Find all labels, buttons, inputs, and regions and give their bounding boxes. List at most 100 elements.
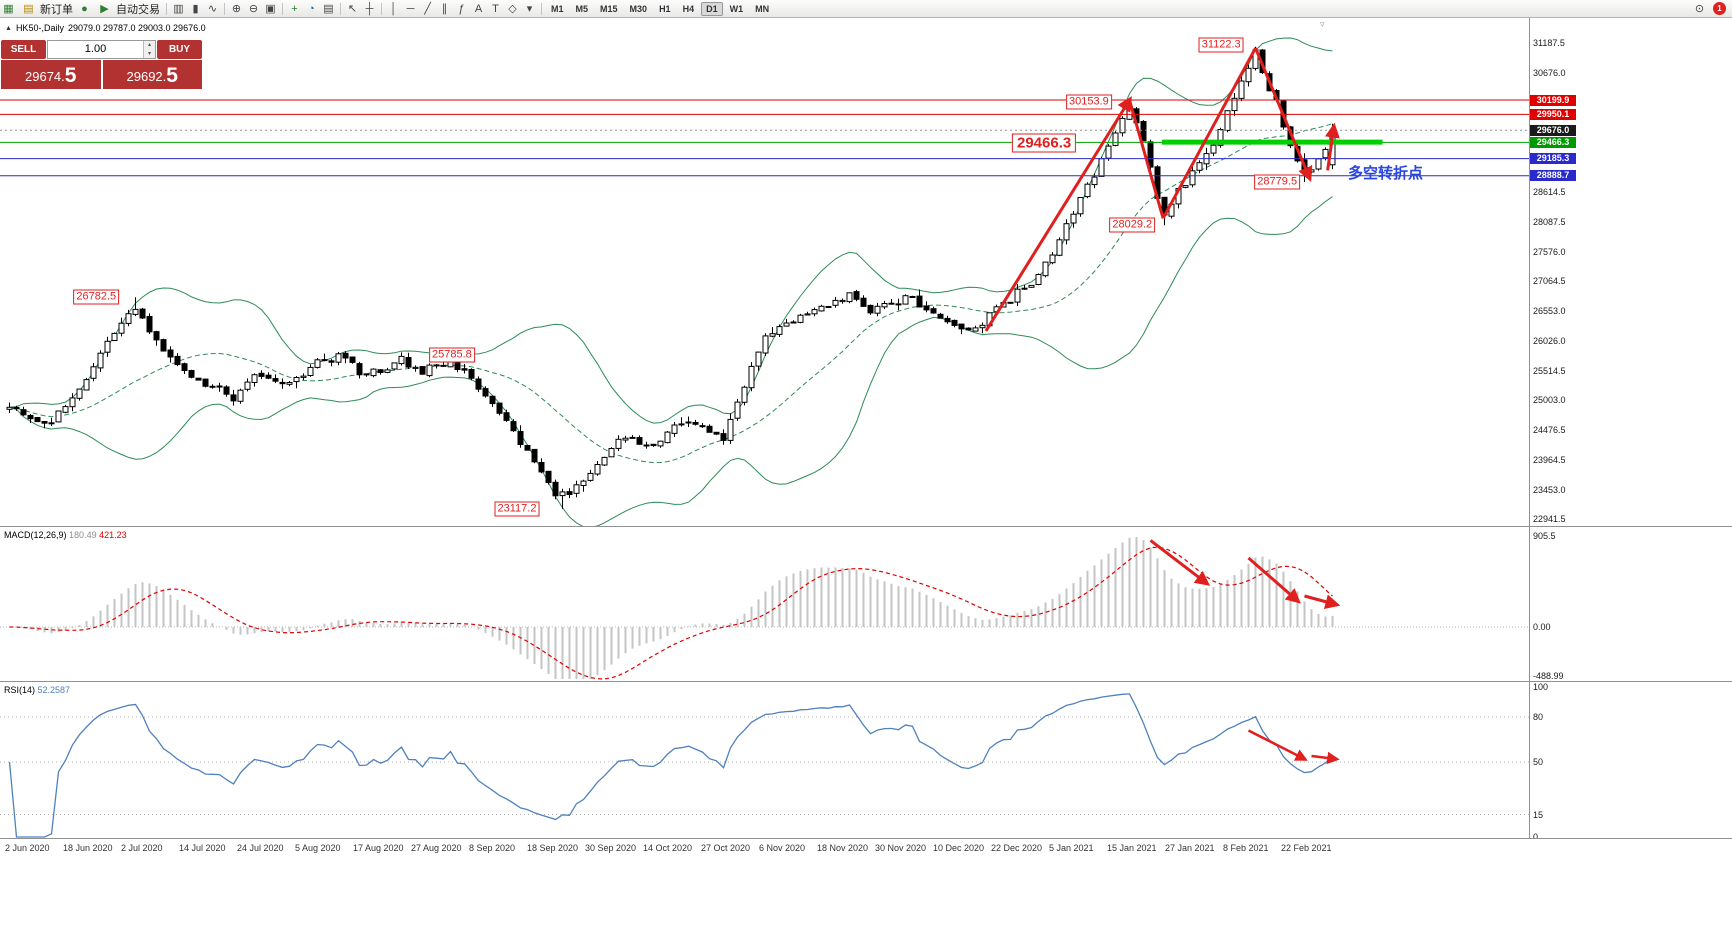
rsi-line [8, 693, 1333, 838]
trendline-icon[interactable]: ╱ [424, 3, 431, 15]
date-axis-label: 22 Dec 2020 [991, 843, 1043, 853]
main-chart-panel[interactable]: ▲ HK50-,Daily 29079.0 29787.0 29003.0 29… [0, 18, 1732, 526]
horizontal-line-icon[interactable]: ─ [406, 2, 415, 15]
rsi-trend-arrow[interactable] [1247, 729, 1308, 761]
volume-value[interactable]: 1.00 [84, 43, 107, 55]
macd-histogram [15, 537, 1334, 679]
timeframe-h4-button[interactable]: H4 [682, 3, 695, 14]
buy-price-button[interactable]: 29692. 5 [102, 60, 202, 89]
one-click-trading-panel: SELL 1.00 ▴ ▾ BUY 29674. 5 29692. 5 [1, 40, 202, 89]
text-label-icon[interactable]: T [492, 2, 499, 15]
macd-signal-line [9, 546, 1333, 680]
bollinger-middle-band [9, 123, 1333, 464]
price-annotation[interactable]: 30153.9 [1066, 94, 1112, 110]
rsi-panel[interactable]: RSI(14) 52.2587 100 80 50 15 0 [0, 681, 1732, 842]
candlestick-mode-icon[interactable]: ▮ [192, 3, 199, 15]
macd-label: MACD(12,26,9) 180.49 421.23 [4, 530, 127, 540]
timeframe-w1-button[interactable]: W1 [729, 3, 744, 14]
sell-button[interactable]: SELL [1, 40, 46, 59]
notification-badge[interactable]: 1 [1713, 2, 1726, 15]
search-icon[interactable]: ⊙ [1694, 3, 1705, 15]
date-axis-label: 5 Jan 2021 [1049, 843, 1094, 853]
macd-panel[interactable]: MACD(12,26,9) 180.49 421.23 905.5 0.00 -48… [0, 526, 1732, 681]
tile-windows-icon[interactable]: ▣ [265, 3, 276, 15]
price-annotation[interactable]: 26782.5 [73, 289, 120, 305]
date-axis-label: 30 Sep 2020 [585, 843, 637, 853]
new-order-icon: ▤ [23, 3, 34, 15]
timeframe-m1-button[interactable]: M1 [551, 3, 564, 14]
date-axis-label: 22 Feb 2021 [1281, 843, 1332, 853]
macd-chart-svg[interactable] [0, 527, 1732, 682]
date-axis-label: 18 Jun 2020 [63, 843, 113, 853]
date-axis-label: 27 Jan 2021 [1165, 843, 1215, 853]
macd-trend-arrow[interactable] [1247, 556, 1301, 604]
rsi-axis-label: 15 [1533, 809, 1544, 820]
macd-axis-label: 0.00 [1533, 622, 1551, 632]
rsi-trend-arrow[interactable] [1311, 751, 1340, 765]
timeframe-h1-button[interactable]: H1 [659, 3, 671, 14]
timeframe-m5-button[interactable]: M5 [575, 3, 589, 14]
indicators-icon[interactable]: + [291, 2, 298, 15]
bollinger-upper-band [9, 37, 1333, 424]
volume-up-button[interactable]: ▴ [144, 41, 155, 50]
price-chart-svg[interactable] [0, 18, 1732, 526]
sell-price-button[interactable]: 29674. 5 [1, 60, 101, 89]
crosshair-icon[interactable]: ┼ [365, 2, 374, 15]
zoom-in-icon[interactable]: ⊕ [231, 3, 242, 15]
text-icon[interactable]: A [474, 2, 483, 15]
templates-icon[interactable]: ▤ [323, 3, 334, 15]
timeframe-d1-button[interactable]: D1 [701, 1, 723, 16]
rsi-chart-svg[interactable] [0, 682, 1732, 839]
vertical-line-icon[interactable]: │ [390, 2, 397, 15]
volume-input[interactable]: 1.00 ▴ ▾ [47, 40, 156, 59]
timeframe-mn-button[interactable]: MN [755, 3, 770, 14]
axis-price-marker: 28888.7 [1530, 170, 1576, 182]
macd-trend-arrow[interactable] [1304, 594, 1341, 610]
autotrading-button-label: 自动交易 [116, 3, 160, 16]
rsi-axis-label: 80 [1533, 712, 1544, 722]
price-annotation[interactable]: 31122.3 [1198, 37, 1244, 53]
timeframe-button-group: M1 M5 M15 M30 H1 H4 D1 W1 MN [545, 0, 775, 17]
timeframe-m15-button[interactable]: M15 [600, 3, 618, 14]
date-axis-label: 8 Feb 2021 [1223, 843, 1269, 853]
fibonacci-icon[interactable]: ƒ [458, 2, 465, 15]
price-annotation[interactable]: 28029.2 [1109, 217, 1156, 233]
date-axis-label: 15 Jan 2021 [1107, 843, 1157, 853]
autotrading-icon: ▶ [100, 3, 109, 15]
autotrading-button[interactable]: ▶ 自动交易 [93, 1, 163, 17]
trend-arrow[interactable] [984, 96, 1132, 332]
cursor-icon[interactable]: ↖ [347, 3, 358, 15]
axis-price-marker: 30199.9 [1530, 94, 1576, 106]
trend-arrow[interactable] [1128, 99, 1165, 219]
shapes-icon[interactable]: ◇ [508, 3, 517, 15]
trend-arrow[interactable] [1324, 122, 1340, 171]
date-axis-label: 2 Jul 2020 [121, 843, 163, 853]
arrows-dropdown-icon[interactable]: ▾ [526, 3, 533, 15]
volume-down-button[interactable]: ▾ [144, 49, 155, 58]
trend-arrow[interactable] [1254, 47, 1313, 183]
price-annotation[interactable]: 29466.3 [1011, 133, 1077, 153]
new-chart-icon[interactable]: ▦ [3, 3, 14, 15]
timeframe-m30-button[interactable]: M30 [629, 3, 648, 14]
price-axis-line [1529, 18, 1530, 838]
new-order-button[interactable]: ▤ 新订单 [17, 1, 76, 17]
line-chart-mode-icon[interactable]: ∿ [207, 3, 218, 15]
macd-signal-value: 421.23 [99, 530, 127, 540]
bull-bear-turning-point-note[interactable]: 多空转折点 [1348, 165, 1424, 182]
macd-trend-arrow[interactable] [1149, 539, 1211, 586]
profile-icon[interactable]: ● [81, 2, 88, 15]
bar-chart-mode-icon[interactable]: ▥ [173, 3, 184, 15]
zoom-out-icon[interactable]: ⊖ [248, 3, 259, 15]
toolbar-separator [340, 2, 341, 15]
price-annotation[interactable]: 28779.5 [1254, 174, 1301, 190]
axis-price-marker: 29676.0 [1530, 124, 1576, 136]
periods-clock-icon[interactable]: ◔ [308, 2, 315, 15]
channel-icon[interactable]: ∥ [441, 3, 448, 15]
date-axis-label: 14 Oct 2020 [643, 843, 693, 853]
trend-arrow[interactable] [1161, 47, 1257, 220]
date-axis[interactable]: 2 Jun 2020 18 Jun 2020 2 Jul 2020 14 Jul 20… [0, 838, 1732, 859]
price-annotation[interactable]: 23117.2 [494, 501, 540, 517]
macd-main-value: 180.49 [69, 530, 97, 540]
buy-button[interactable]: BUY [157, 40, 202, 59]
price-annotation[interactable]: 25785.8 [429, 347, 475, 363]
